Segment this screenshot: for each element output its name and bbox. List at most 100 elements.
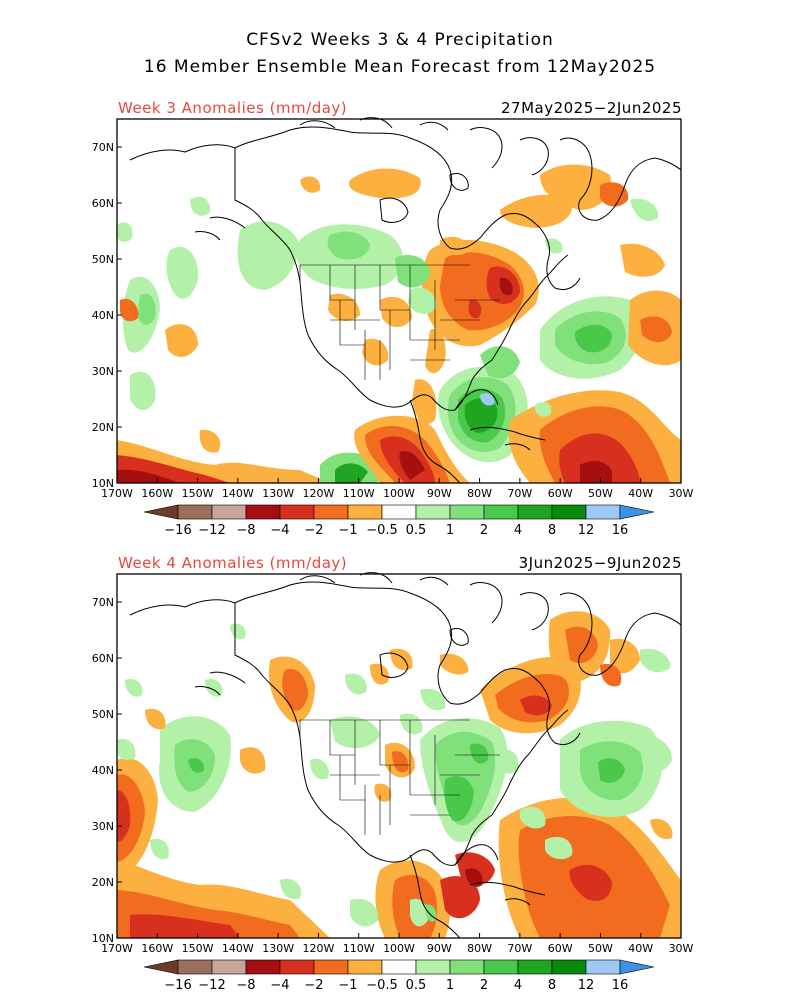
week4-anomaly-fields: [117, 611, 681, 938]
week3-colorbar-label: 2: [480, 523, 488, 538]
week4-panel-label: Week 4 Anomalies (mm/day): [118, 554, 348, 572]
week3-lon-label: 120W: [302, 487, 334, 500]
week4-colorbar: −16 −12 −8 −4 −2 −1 −0.5 0.5 1 2 4 8 12 16: [143, 959, 655, 993]
week4-lat-label: 20N: [92, 876, 114, 889]
week3-date-range: 27May2025−2Jun2025: [501, 99, 682, 117]
week3-lon-label: 70W: [507, 487, 532, 500]
week3-lat-label: 60N: [92, 197, 114, 210]
week3-lon-label: 160W: [141, 487, 173, 500]
week3-lon-label: 50W: [588, 487, 613, 500]
week4-lat-label: 60N: [92, 652, 114, 665]
week3-colorbar-box: [585, 504, 621, 520]
week4-colorbar-label: 0.5: [406, 978, 427, 993]
week3-colorbar-box: [415, 504, 451, 520]
week4-lon-label: 80W: [467, 942, 492, 955]
week4-colorbar-box: [415, 959, 451, 975]
week4-colorbar-box: [381, 959, 417, 975]
week3-lon-label: 150W: [182, 487, 214, 500]
week4-lon-label: 50W: [588, 942, 613, 955]
week3-lat-label: 10N: [92, 477, 114, 490]
week3-colorbar-label: 12: [578, 523, 595, 538]
week3-colorbar-box: [449, 504, 485, 520]
week3-colorbar-label: 16: [612, 523, 629, 538]
week3-colorbar-label: 4: [514, 523, 522, 538]
map-subtitle: 16 Member Ensemble Mean Forecast from 12…: [143, 57, 657, 77]
week3-colorbar-box: [211, 504, 247, 520]
week3-colorbar-label: −16: [164, 523, 191, 538]
week4-colorbar-label: −8: [236, 978, 255, 993]
week4-colorbar-label: 1: [446, 978, 454, 993]
week3-colorbar-box: [245, 504, 281, 520]
week4-lon-label: 110W: [343, 942, 375, 955]
week4-colorbar-box: [211, 959, 247, 975]
week4-colorbar-box: [177, 959, 213, 975]
week4-colorbar-label: −0.5: [366, 978, 398, 993]
week4-lat-label: 10N: [92, 932, 114, 945]
week3-lat-label: 40N: [92, 309, 114, 322]
week4-colorbar-box: [347, 959, 383, 975]
week4-lat-label: 70N: [92, 596, 114, 609]
week3-lat-label: 50N: [92, 253, 114, 266]
week4-lon-label: 150W: [182, 942, 214, 955]
week3-lon-label: 140W: [222, 487, 254, 500]
week4-lat-label: 40N: [92, 764, 114, 777]
week3-colorbar-label: 1: [446, 523, 454, 538]
week4-colorbar-label: −1: [338, 978, 357, 993]
week3-colorbar-label: −8: [236, 523, 255, 538]
week4-colorbar-label: −2: [304, 978, 323, 993]
week4-date-range: 3Jun2025−9Jun2025: [518, 554, 682, 572]
week3-colorbar-box: [279, 504, 315, 520]
week3-colorbar-box: [483, 504, 519, 520]
week3-panel-label: Week 3 Anomalies (mm/day): [118, 99, 348, 117]
week3-lon-label: 30W: [669, 487, 694, 500]
week3-lon-label: 170W: [101, 487, 133, 500]
week4-colorbar-box: [279, 959, 315, 975]
week4-lon-label: 100W: [383, 942, 415, 955]
week3-axes: 170W 160W 150W 140W 130W 120W 110W 100W 90W 80W 70…: [92, 141, 694, 500]
week4-lon-label: 120W: [302, 942, 334, 955]
week4-colorbar-box: [449, 959, 485, 975]
week3-colorbar-box: [347, 504, 383, 520]
week3-colorbar-box: [313, 504, 349, 520]
week3-lon-label: 40W: [628, 487, 653, 500]
week4-colorbar-box: [551, 959, 587, 975]
week4-colorbar-label: 4: [514, 978, 522, 993]
week3-colorbar-box: [381, 504, 417, 520]
week3-colorbar-label: −12: [198, 523, 225, 538]
week4-lon-label: 40W: [628, 942, 653, 955]
week3-colorbar-box: [517, 504, 553, 520]
week3-lon-label: 110W: [343, 487, 375, 500]
week4-lon-label: 130W: [262, 942, 294, 955]
week4-colorbar-label: 16: [612, 978, 629, 993]
week3-lon-label: 90W: [427, 487, 452, 500]
week4-colorbar-label: 2: [480, 978, 488, 993]
week4-lon-label: 30W: [669, 942, 694, 955]
week3-colorbar-left-arrow: [143, 504, 179, 520]
week3-colorbar-label: 0.5: [406, 523, 427, 538]
week3-anomaly-fields: [117, 164, 681, 483]
week4-colorbar-label: −4: [270, 978, 289, 993]
week4-lon-label: 90W: [427, 942, 452, 955]
week3-lat-label: 70N: [92, 141, 114, 154]
week3-colorbar-label: 8: [548, 523, 556, 538]
week3-lon-label: 60W: [548, 487, 573, 500]
week3-colorbar-label: −0.5: [366, 523, 398, 538]
week4-colorbar-box: [585, 959, 621, 975]
week4-lat-label: 50N: [92, 708, 114, 721]
week3-lon-label: 130W: [262, 487, 294, 500]
week4-lat-label: 30N: [92, 820, 114, 833]
week3-lon-label: 80W: [467, 487, 492, 500]
week3-colorbar-box: [177, 504, 213, 520]
week3-colorbar-label: −2: [304, 523, 323, 538]
week4-axes: 170W 160W 150W 140W 130W 120W 110W 100W 90W 80W 70…: [92, 596, 694, 955]
week3-lat-label: 30N: [92, 365, 114, 378]
week4-lon-label: 70W: [507, 942, 532, 955]
week4-colorbar-right-arrow: [619, 959, 655, 975]
week4-colorbar-box: [517, 959, 553, 975]
week4-lon-label: 170W: [101, 942, 133, 955]
week4-colorbar-box: [245, 959, 281, 975]
week4-colorbar-box: [313, 959, 349, 975]
week3-colorbar-label: −4: [270, 523, 289, 538]
week3-colorbar: −16 −12 −8 −4 −2 −1 −0.5 0.5 1 2 4 8 12 16: [143, 504, 655, 538]
